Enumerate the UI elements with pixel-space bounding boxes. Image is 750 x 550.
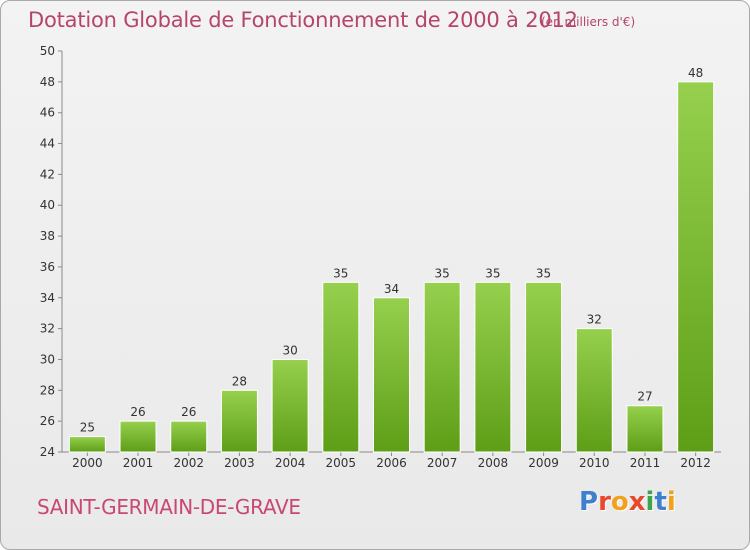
y-tick-label: 46 bbox=[40, 106, 55, 120]
bar-2004 bbox=[271, 358, 309, 453]
logo-letter: P bbox=[579, 487, 599, 517]
data-label-2011: 27 bbox=[637, 390, 652, 404]
y-tick-label: 42 bbox=[40, 167, 55, 181]
bar-2009 bbox=[525, 281, 563, 453]
y-tick-label: 44 bbox=[40, 137, 55, 151]
x-tick-label-2001: 2001 bbox=[123, 456, 154, 470]
y-tick-label: 50 bbox=[40, 44, 55, 58]
bar-2002 bbox=[170, 420, 208, 453]
x-tick-label-2012: 2012 bbox=[680, 456, 711, 470]
chart-title: Dotation Globale de Fonctionnement de 20… bbox=[28, 8, 578, 32]
bar-2011 bbox=[626, 405, 664, 453]
data-label-2003: 28 bbox=[232, 374, 247, 388]
y-tick-label: 48 bbox=[40, 75, 55, 89]
x-tick-label-2006: 2006 bbox=[376, 456, 407, 470]
data-label-2008: 35 bbox=[485, 266, 500, 280]
x-tick-label-2004: 2004 bbox=[275, 456, 306, 470]
bar-2010 bbox=[575, 328, 613, 453]
y-tick-label: 32 bbox=[40, 322, 55, 336]
bar-2007 bbox=[423, 281, 461, 453]
y-tick-label: 24 bbox=[40, 445, 55, 459]
data-label-2004: 30 bbox=[282, 343, 297, 357]
bar-2008 bbox=[474, 281, 512, 453]
data-label-2010: 32 bbox=[587, 313, 602, 327]
y-tick-label: 36 bbox=[40, 260, 55, 274]
y-tick-label: 40 bbox=[40, 198, 55, 212]
bar-2012 bbox=[677, 81, 715, 453]
logo-letter: r bbox=[598, 487, 611, 517]
data-label-2005: 35 bbox=[333, 266, 348, 280]
bar-2005 bbox=[322, 281, 360, 453]
commune-name: SAINT-GERMAIN-DE-GRAVE bbox=[37, 495, 301, 519]
x-tick-label-2003: 2003 bbox=[224, 456, 255, 470]
data-label-2006: 34 bbox=[384, 282, 399, 296]
logo-letter: x bbox=[628, 487, 646, 517]
x-tick-label-2002: 2002 bbox=[173, 456, 204, 470]
x-tick-label-2008: 2008 bbox=[478, 456, 509, 470]
bar-2000 bbox=[68, 436, 106, 453]
y-tick-label: 34 bbox=[40, 291, 55, 305]
x-tick-label-2010: 2010 bbox=[579, 456, 610, 470]
y-tick-label: 28 bbox=[40, 383, 55, 397]
bar-2001 bbox=[119, 420, 157, 453]
y-tick-label: 26 bbox=[40, 414, 55, 428]
x-tick-label-2005: 2005 bbox=[326, 456, 357, 470]
logo-letter: o bbox=[610, 487, 629, 517]
data-label-2001: 26 bbox=[130, 405, 145, 419]
x-tick-label-2007: 2007 bbox=[427, 456, 458, 470]
x-tick-label-2011: 2011 bbox=[630, 456, 661, 470]
data-label-2007: 35 bbox=[435, 266, 450, 280]
logo-letter: t bbox=[654, 487, 667, 517]
bar-2006 bbox=[373, 297, 410, 453]
y-tick-label: 30 bbox=[40, 352, 55, 366]
data-label-2000: 25 bbox=[80, 421, 95, 435]
x-tick-label-2000: 2000 bbox=[72, 456, 103, 470]
x-tick-label-2009: 2009 bbox=[528, 456, 559, 470]
y-tick-label: 38 bbox=[40, 229, 55, 243]
logo-letter: i bbox=[666, 487, 676, 517]
data-label-2002: 26 bbox=[181, 405, 196, 419]
proxiti-logo: Proxiti bbox=[579, 487, 676, 517]
chart-unit: (en milliers d'€) bbox=[541, 15, 636, 29]
bar-2003 bbox=[220, 389, 258, 453]
logo-letter: i bbox=[645, 487, 655, 517]
data-label-2012: 48 bbox=[688, 66, 703, 80]
data-label-2009: 35 bbox=[536, 266, 551, 280]
